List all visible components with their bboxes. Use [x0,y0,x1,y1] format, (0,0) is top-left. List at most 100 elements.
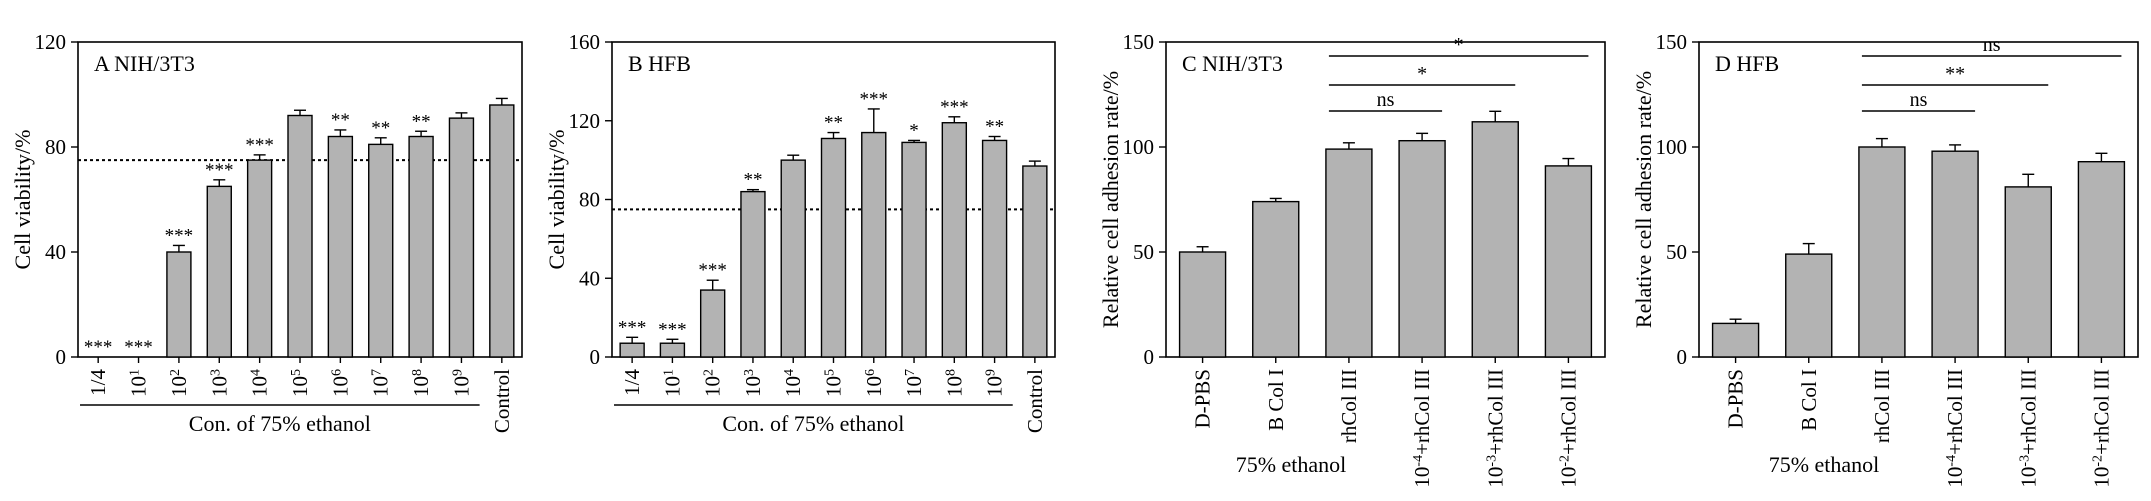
bar [1931,150,1979,358]
y-tick-label: 100 [1123,135,1155,159]
y-tick-label: 50 [1133,240,1154,264]
significance-label: ** [371,118,390,139]
comparison-label: ** [1945,63,1965,85]
x-tick-label: B Col I [1264,369,1288,431]
bar [619,342,645,358]
bar [659,342,686,358]
bar [1325,148,1373,358]
x-tick-label: 105 [288,369,312,397]
bar [740,190,766,358]
x-tick-label: Control [490,369,514,433]
x-tick-label: 106 [328,369,352,397]
y-tick-label: 100 [1656,135,1688,159]
y-axis-label: Cell viability/% [10,130,35,270]
bar [327,135,354,358]
y-tick-label: 0 [56,345,67,369]
x-tick-label: 104 [781,369,805,397]
x-tick-label: 104 [248,369,272,397]
bar [1858,146,1906,358]
y-tick-label: 0 [1144,345,1155,369]
x-tick-label: 102 [167,369,191,397]
significance-label: *** [860,89,889,110]
bar [1711,322,1760,358]
y-tick-label: 120 [35,30,67,54]
significance-label: *** [658,319,687,340]
y-tick-label: 150 [1656,30,1688,54]
x-tick-label: 10-2+rhCol III [1556,369,1580,488]
x-tick-label: 109 [983,369,1007,397]
y-axis-label: Relative cell adhesion rate/% [1631,71,1656,328]
bar [820,137,847,358]
plot-frame [1165,41,1606,358]
significance-label: *** [124,337,153,358]
significance-label: ** [743,170,762,191]
panel-title: A NIH/3T3 [94,51,195,76]
x-tick-label: rhCol III [1870,369,1894,443]
bar [206,185,232,358]
x-tick-label: Control [1023,369,1047,433]
x-tick-label: 108 [409,369,433,397]
bar [1398,139,1446,358]
panel-title: B HFB [628,51,691,76]
comparison-label: ns [1910,89,1928,111]
bar [166,251,192,358]
bar [246,159,273,358]
comparison-label: ns [1983,34,2001,56]
bar [981,139,1008,358]
x-tick-label: 108 [942,369,966,397]
x-tick-label: 107 [902,369,926,397]
panel-title: D HFB [1715,51,1779,76]
significance-label: *** [245,135,274,156]
x-tick-label: 106 [862,369,886,397]
y-tick-label: 150 [1123,30,1155,54]
x-tick-label: 101 [127,369,151,397]
y-axis-label: Relative cell adhesion rate/% [1098,71,1123,328]
bar [1178,251,1227,358]
group-label: Con. of 75% ethanol [722,411,904,436]
bar [1471,121,1519,358]
x-tick-label: 10-4+rhCol III [1943,369,1967,488]
group-label: 75% ethanol [1769,452,1880,477]
bar [780,159,806,358]
significance-label: *** [165,225,194,246]
bar [2004,186,2052,358]
y-tick-label: 0 [590,345,601,369]
comparison-label: * [1454,34,1464,56]
x-tick-label: 10-3+rhCol III [2016,369,2040,488]
significance-label: ** [412,111,431,132]
y-tick-label: 120 [569,109,601,133]
bar [1252,200,1300,358]
bar [699,289,726,358]
bar [2077,160,2126,358]
x-tick-label: 1/4 [86,369,110,396]
x-tick-label: 10-2+rhCol III [2089,369,2113,488]
x-tick-label: 10-3+rhCol III [1483,369,1507,488]
group-label: Con. of 75% ethanol [189,411,371,436]
significance-label: ** [331,110,350,131]
comparison-label: * [1417,63,1427,85]
x-tick-label: D-PBS [1724,369,1748,429]
comparison-label: ns [1377,89,1395,111]
x-tick-label: 107 [369,369,393,397]
significance-label: ** [824,113,843,134]
significance-label: *** [698,260,727,281]
bar [448,117,475,358]
bar [1785,253,1833,358]
bar [1022,165,1048,358]
y-tick-label: 0 [1677,345,1688,369]
bar [368,143,394,358]
significance-label: *** [205,160,234,181]
x-tick-label: 109 [449,369,473,397]
y-tick-label: 50 [1666,240,1687,264]
plot-frame [1698,41,2139,358]
significance-label: *** [618,317,647,338]
y-tick-label: 40 [45,240,66,264]
bar [1544,165,1593,358]
x-tick-label: 10-4+rhCol III [1410,369,1434,488]
bar [408,135,434,358]
group-label: 75% ethanol [1236,452,1347,477]
x-tick-label: D-PBS [1191,369,1215,429]
